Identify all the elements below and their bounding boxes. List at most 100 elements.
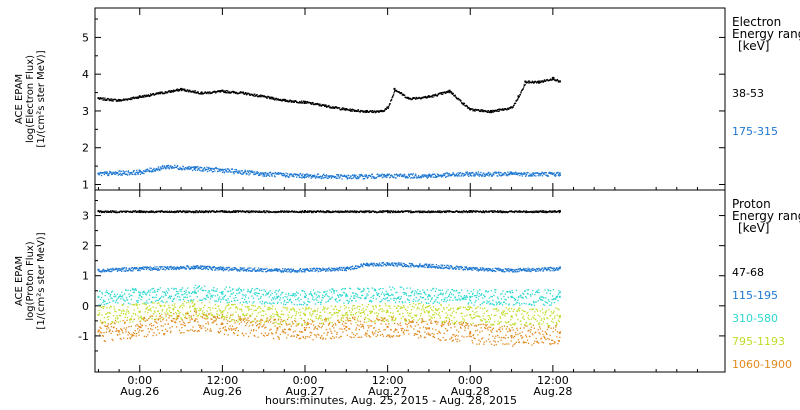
data-point	[286, 296, 288, 298]
data-point	[534, 173, 536, 175]
data-point	[466, 106, 468, 108]
data-point	[404, 176, 406, 178]
data-point	[442, 264, 444, 266]
data-point	[378, 175, 381, 177]
data-point	[411, 263, 413, 265]
data-point	[524, 270, 526, 272]
data-point	[141, 211, 144, 213]
data-point	[223, 295, 226, 298]
data-point	[437, 294, 439, 296]
data-point	[458, 297, 460, 300]
data-point	[315, 269, 317, 272]
data-point	[508, 268, 510, 270]
data-point	[142, 96, 144, 98]
data-point	[208, 266, 211, 269]
data-point	[547, 299, 549, 301]
data-point	[120, 99, 122, 101]
data-point	[108, 270, 110, 272]
data-point	[165, 211, 168, 213]
data-point	[338, 300, 340, 302]
data-point	[444, 299, 446, 301]
data-point	[378, 262, 381, 264]
data-point	[441, 265, 443, 267]
data-point	[531, 269, 533, 271]
data-point	[270, 173, 272, 175]
data-point	[317, 173, 319, 175]
data-point	[199, 288, 201, 290]
data-point-value	[407, 97, 410, 100]
data-point	[538, 173, 540, 175]
data-point	[287, 292, 290, 295]
data-point	[159, 298, 161, 300]
data-point	[161, 266, 163, 268]
data-point	[402, 302, 404, 304]
data-point	[216, 168, 218, 170]
data-point	[203, 297, 205, 300]
data-point	[535, 175, 537, 177]
data-point	[292, 294, 294, 296]
data-point	[400, 173, 402, 175]
data-point	[438, 302, 440, 304]
data-point	[181, 266, 183, 268]
data-point	[253, 301, 255, 303]
data-point	[335, 269, 337, 271]
data-point-value	[221, 89, 224, 92]
data-point	[523, 267, 525, 270]
data-point	[151, 296, 154, 298]
data-point	[487, 171, 490, 174]
data-point	[486, 300, 488, 302]
data-point	[189, 90, 191, 92]
data-point	[147, 94, 149, 96]
data-point	[301, 271, 304, 273]
data-point	[123, 171, 125, 173]
data-point	[531, 175, 533, 177]
data-point	[326, 175, 328, 177]
data-point	[149, 210, 151, 213]
data-point	[223, 172, 226, 174]
data-point	[360, 297, 362, 299]
data-point	[516, 268, 518, 271]
data-point	[356, 110, 359, 112]
data-point	[487, 290, 490, 293]
data-point	[481, 293, 483, 295]
data-point	[267, 293, 269, 295]
data-point	[365, 110, 367, 112]
data-point	[214, 269, 216, 271]
data-point	[268, 174, 270, 176]
data-point	[405, 177, 407, 179]
data-point	[109, 172, 111, 174]
data-point	[475, 299, 477, 302]
data-point	[125, 268, 127, 270]
data-point	[108, 298, 110, 301]
data-point	[330, 269, 333, 272]
data-point	[144, 293, 146, 295]
data-point	[195, 166, 197, 168]
data-point	[548, 211, 550, 213]
data-point	[215, 167, 217, 169]
data-point	[164, 165, 166, 167]
data-point	[441, 299, 443, 301]
data-point	[520, 172, 522, 174]
data-point	[211, 269, 213, 271]
data-point	[294, 173, 296, 175]
data-point	[448, 268, 451, 270]
data-point	[274, 269, 276, 272]
data-point	[496, 304, 498, 306]
data-point	[427, 265, 429, 267]
data-point	[479, 110, 481, 112]
data-point	[169, 267, 171, 269]
data-point	[321, 175, 323, 178]
data-point	[151, 211, 154, 213]
data-point	[522, 88, 524, 90]
data-point	[272, 97, 274, 100]
data-point	[176, 293, 178, 295]
data-point	[504, 298, 506, 300]
data-point	[388, 211, 390, 214]
data-point	[441, 289, 443, 291]
data-point-value	[97, 172, 100, 175]
data-point	[466, 173, 468, 175]
data-point	[532, 172, 534, 174]
data-point	[474, 295, 477, 297]
data-point	[474, 173, 477, 175]
data-point-value	[262, 95, 265, 98]
